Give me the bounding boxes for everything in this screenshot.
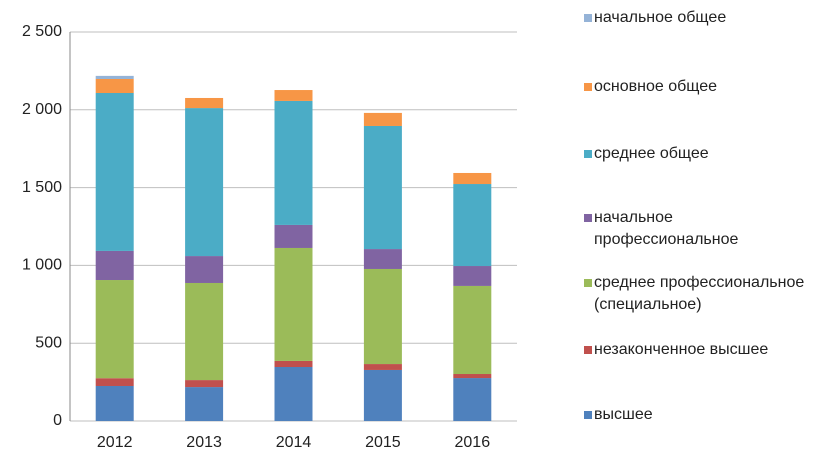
legend-entry: среднее общее [584,143,812,165]
legend-entry: начальное профессиональное [584,207,812,251]
bar-segment [363,112,402,126]
bar-segment [274,100,313,225]
legend-swatch [584,411,592,419]
legend-entry: высшее [584,404,812,426]
y-tick-label: 1 000 [22,257,62,274]
bar-segment [185,387,224,421]
legend-label: основное общее [594,78,718,95]
y-tick-label: 1 500 [22,179,62,196]
bar-segment [95,78,134,93]
bar-segment [95,280,134,379]
bar-segment [274,224,313,248]
y-tick-label: 2 500 [22,23,62,40]
bar-segment [453,285,492,375]
bar-segment [185,256,224,283]
legend-label: среднее общее [594,145,709,162]
legend-swatch [584,150,592,158]
x-tick-label: 2016 [455,434,491,451]
bar-segment [363,268,402,365]
bar-segment [185,97,224,109]
bar-segment [453,374,492,379]
legend-swatch [584,14,592,22]
legend-swatch [584,214,592,222]
x-tick-label: 2015 [365,434,401,451]
x-tick-label: 2012 [97,434,133,451]
bar-segment [95,75,134,79]
bar-segment [95,250,134,281]
legend-swatch [584,279,592,287]
bar-segment [95,92,134,251]
y-tick-label: 500 [35,334,62,351]
legend-label: высшее [594,406,653,423]
y-tick-label: 2 000 [22,101,62,118]
bar-segment [363,364,402,370]
bar-segment [274,247,313,361]
bar-segment [363,125,402,250]
bar-segment [185,282,224,381]
legend-label: начальное общее [594,9,727,26]
legend-entry: среднее профессиональное (специальное) [584,272,812,316]
bar-segment [185,108,224,257]
legend-swatch [584,83,592,91]
bar-segment [185,380,224,388]
bar-segment [453,378,492,421]
legend-label: незаконченное высшее [594,341,769,358]
x-tick-label: 2014 [276,434,312,451]
bar-segment [274,360,313,368]
bar-segment [363,369,402,421]
y-tick-label: 0 [53,412,62,429]
legend-label: начальное профессиональное [594,209,739,248]
legend-entry: основное общее [584,76,812,98]
bar-segment [453,172,492,185]
bar-segment [95,378,134,386]
bar-segment [453,184,492,267]
legend-entry: незаконченное высшее [584,339,812,361]
legend-label: среднее профессиональное (специальное) [594,274,805,313]
bar-segment [95,385,134,421]
legend-swatch [584,346,592,354]
bar-segment [274,367,313,421]
bar-segment [453,266,492,286]
bar-segment [274,90,313,101]
x-tick-label: 2013 [186,434,222,451]
legend-entry: начальное общее [584,7,812,29]
bar-segment [363,249,402,269]
